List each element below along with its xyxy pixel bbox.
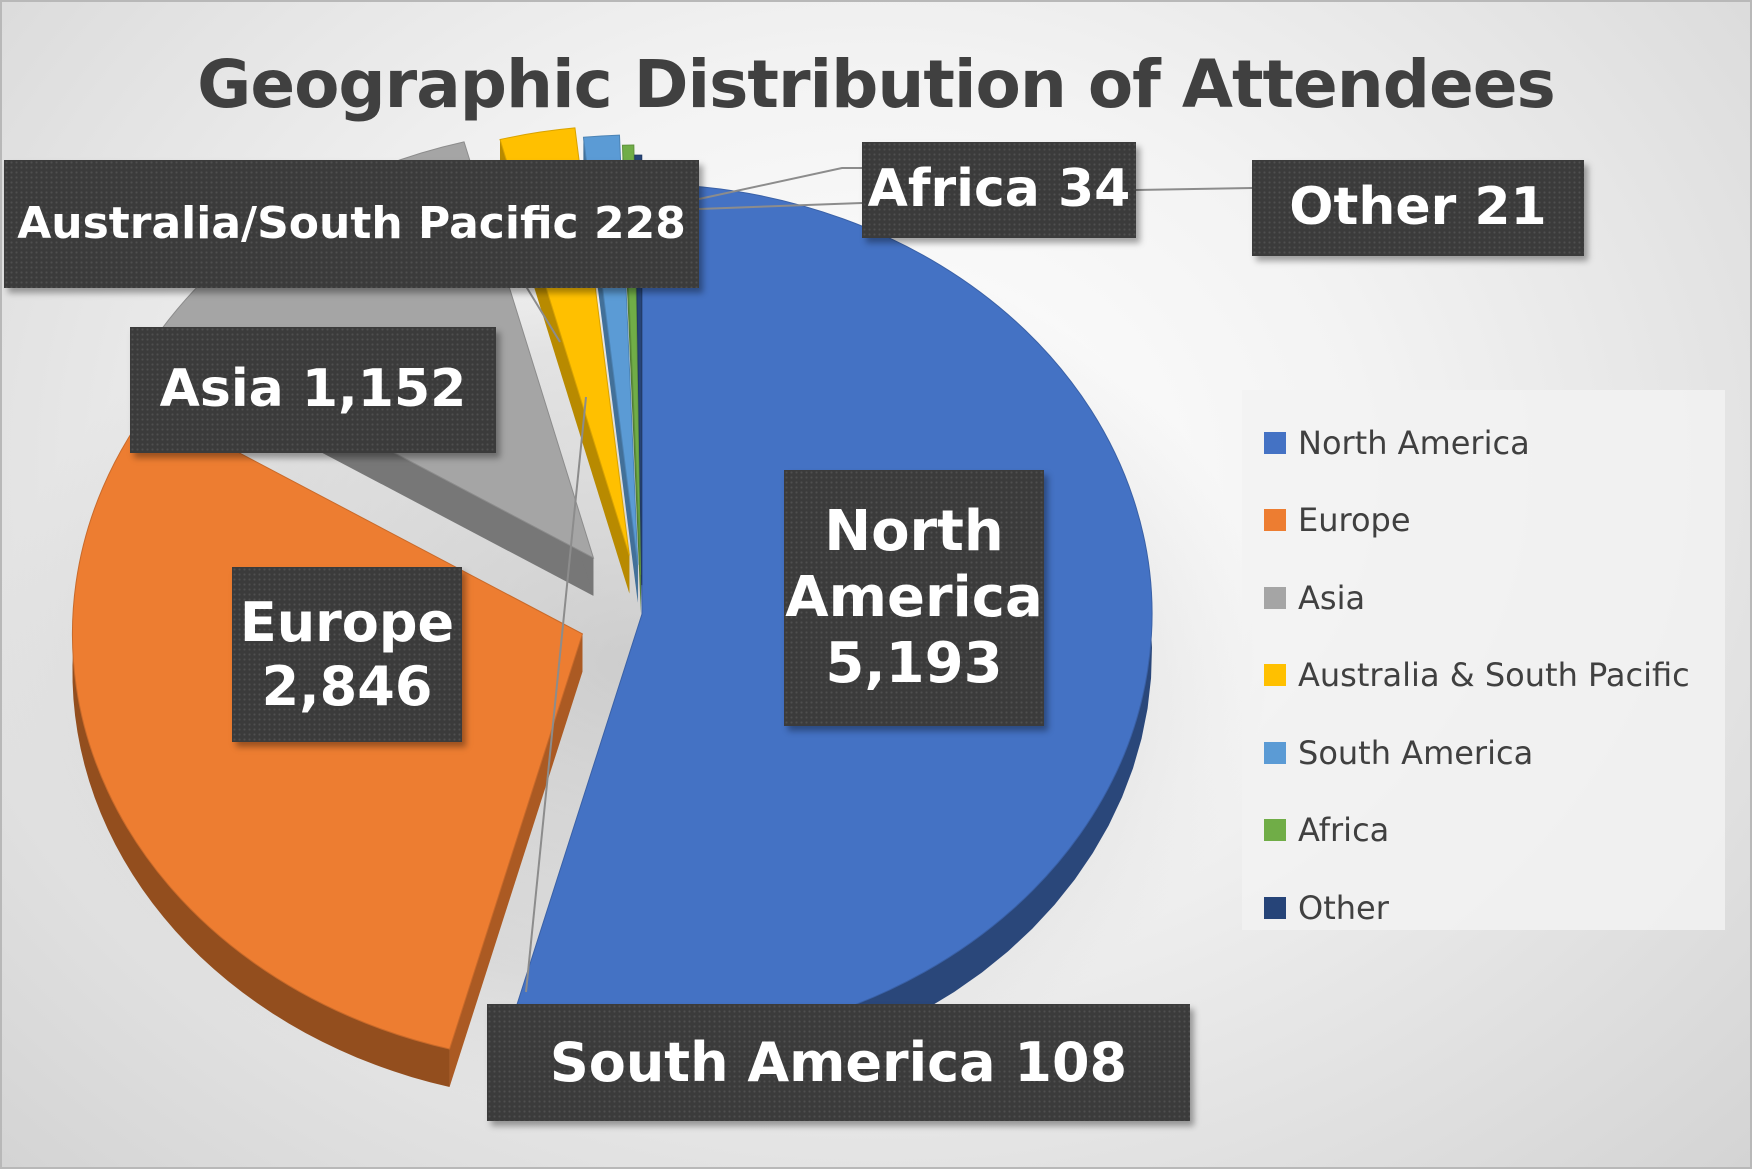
data-label-line: Africa 34 (867, 159, 1131, 220)
data-label-line: Australia/South Pacific 228 (17, 198, 686, 250)
legend-swatch (1264, 509, 1286, 532)
data-label-line: Europe (239, 590, 455, 654)
data-label-europe: Europe 2,846 (232, 567, 462, 742)
data-label-asia: Asia 1,152 (130, 327, 496, 453)
legend-label: North America (1298, 423, 1530, 462)
data-label-line: North (824, 498, 1004, 564)
data-label-australia: Australia/South Pacific 228 (4, 160, 699, 288)
legend-swatch (1264, 586, 1286, 609)
legend-label: Europe (1298, 501, 1411, 540)
legend-item: South America (1242, 714, 1725, 792)
legend: North America Europe Asia Australia & So… (1242, 390, 1725, 930)
leader-line-other (698, 202, 863, 210)
legend-swatch (1264, 431, 1286, 454)
data-label-line: America (785, 564, 1043, 630)
leader-line-africa (698, 167, 862, 200)
data-label-north-america: North America 5,193 (784, 470, 1044, 726)
legend-label: Africa (1298, 811, 1390, 850)
legend-swatch (1264, 664, 1286, 687)
data-label-line: 2,846 (261, 654, 433, 718)
leader-line-south-america (525, 396, 587, 993)
legend-label: Other (1298, 888, 1389, 927)
legend-label: Australia & South Pacific (1298, 656, 1690, 695)
data-label-line: 5,193 (825, 631, 1003, 697)
legend-item: Asia (1242, 559, 1725, 637)
data-label-line: Other 21 (1289, 177, 1547, 238)
legend-swatch (1264, 819, 1286, 842)
legend-swatch (1264, 896, 1286, 919)
leader-line-other-2 (1135, 187, 1253, 191)
legend-item: North America (1242, 404, 1725, 482)
legend-item: Australia & South Pacific (1242, 637, 1725, 715)
legend-item: Africa (1242, 792, 1725, 870)
data-label-south-america: South America 108 (487, 1004, 1190, 1121)
legend-item: Europe (1242, 482, 1725, 560)
legend-label: South America (1298, 733, 1534, 772)
data-label-line: Asia 1,152 (159, 359, 467, 420)
chart-title: Geographic Distribution of Attendees (197, 46, 1556, 123)
data-label-other: Other 21 (1252, 160, 1584, 256)
data-label-africa: Africa 34 (862, 142, 1136, 238)
legend-item: Other (1242, 869, 1725, 947)
legend-swatch (1264, 741, 1286, 764)
data-label-line: South America 108 (549, 1030, 1128, 1094)
legend-label: Asia (1298, 578, 1366, 617)
